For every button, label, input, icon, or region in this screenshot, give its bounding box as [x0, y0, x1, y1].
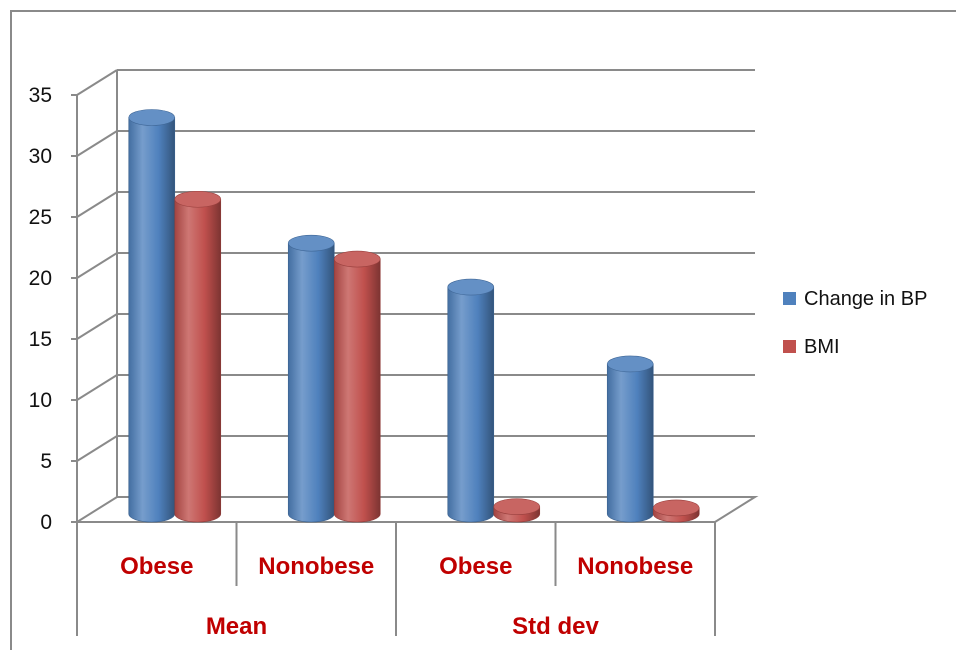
category-label: Obese — [120, 553, 193, 580]
bar-body — [447, 286, 495, 523]
gridline-side — [76, 191, 118, 218]
bar-top — [493, 498, 541, 515]
gridline-side — [76, 313, 118, 340]
bar-top — [287, 234, 335, 252]
gridline-side — [76, 69, 118, 96]
y-tick-label: 35 — [29, 84, 52, 107]
category-label: Nonobese — [258, 553, 374, 580]
bar — [652, 499, 700, 523]
bar-top — [333, 250, 381, 268]
y-tick-label: 10 — [29, 389, 52, 412]
bar — [333, 250, 381, 523]
bar — [606, 355, 654, 523]
legend-label: BMI — [804, 336, 840, 358]
bar-body — [606, 363, 654, 523]
bar — [128, 109, 176, 523]
bar-top — [174, 190, 222, 208]
y-tick-label: 0 — [40, 511, 52, 534]
group-label: Std dev — [512, 613, 599, 636]
y-tick-label: 15 — [29, 328, 52, 351]
bar-chart-3d: 0 5 10 15 20 25 30 35 Obese Nonobese Obese Nonobese… — [29, 69, 927, 636]
legend-swatch — [783, 292, 796, 305]
gridline-side — [76, 374, 118, 401]
bar-body — [333, 258, 381, 523]
legend-item: BMI — [783, 336, 840, 358]
category-label: Nonobese — [577, 553, 693, 580]
bar-top — [652, 499, 700, 517]
legend-label: Change in BP — [804, 288, 927, 310]
bar-top — [447, 278, 495, 296]
y-tick-label: 20 — [29, 267, 52, 290]
bar-top — [606, 355, 654, 373]
gridline-side — [76, 130, 118, 157]
bar-body — [174, 198, 222, 523]
bar — [287, 234, 335, 523]
legend-item: Change in BP — [783, 288, 927, 310]
y-tick-label: 30 — [29, 145, 52, 168]
gridline-side — [76, 435, 118, 462]
bar — [174, 190, 222, 523]
legend-swatch — [783, 340, 796, 353]
bar-body — [287, 242, 335, 523]
bar — [493, 498, 541, 523]
gridline-side — [76, 252, 118, 279]
bar-top — [128, 109, 176, 126]
y-tick-label: 5 — [40, 450, 52, 473]
bar-body — [128, 117, 176, 523]
bar — [447, 278, 495, 523]
chart-frame — [10, 10, 956, 650]
category-label: Obese — [439, 553, 512, 580]
group-label: Mean — [206, 613, 267, 636]
y-tick-label: 25 — [29, 206, 52, 229]
chart-floor — [73, 496, 759, 523]
